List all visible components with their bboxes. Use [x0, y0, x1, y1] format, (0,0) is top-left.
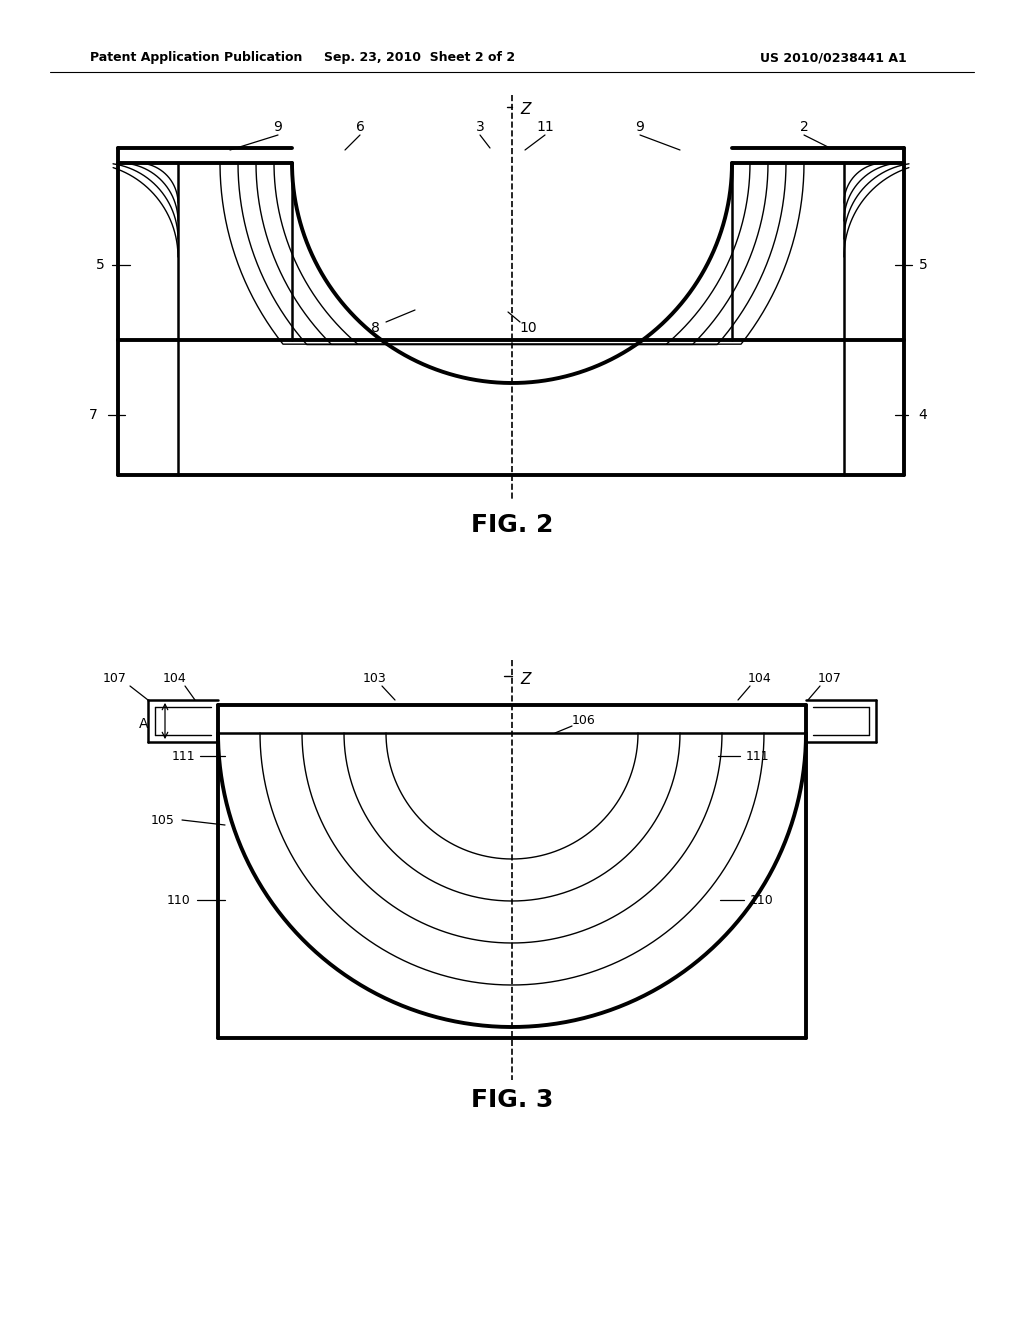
Text: 5: 5	[96, 257, 105, 272]
Text: 104: 104	[163, 672, 186, 685]
Text: US 2010/0238441 A1: US 2010/0238441 A1	[760, 51, 906, 65]
Text: FIG. 3: FIG. 3	[471, 1088, 553, 1111]
Text: 107: 107	[818, 672, 842, 685]
Text: Sep. 23, 2010  Sheet 2 of 2: Sep. 23, 2010 Sheet 2 of 2	[325, 51, 515, 65]
Text: Z: Z	[520, 672, 530, 688]
Text: 107: 107	[103, 672, 127, 685]
Text: 7: 7	[89, 408, 98, 422]
Text: 103: 103	[364, 672, 387, 685]
Text: 4: 4	[918, 408, 927, 422]
Text: 2: 2	[800, 120, 808, 135]
Text: 10: 10	[519, 321, 537, 335]
Text: 104: 104	[749, 672, 772, 685]
Text: 110: 110	[166, 894, 190, 907]
Text: 106: 106	[572, 714, 596, 726]
Text: 110: 110	[750, 894, 774, 907]
Text: 9: 9	[273, 120, 283, 135]
Text: 111: 111	[171, 750, 195, 763]
Text: 5: 5	[919, 257, 928, 272]
Text: 11: 11	[537, 120, 554, 135]
Text: Patent Application Publication: Patent Application Publication	[90, 51, 302, 65]
Text: 8: 8	[371, 321, 380, 335]
Text: 6: 6	[355, 120, 365, 135]
Text: 3: 3	[475, 120, 484, 135]
Text: 111: 111	[746, 750, 770, 763]
Text: 105: 105	[152, 813, 175, 826]
Text: A: A	[138, 717, 148, 731]
Text: 9: 9	[636, 120, 644, 135]
Text: Z: Z	[520, 103, 530, 117]
Text: FIG. 2: FIG. 2	[471, 513, 553, 537]
